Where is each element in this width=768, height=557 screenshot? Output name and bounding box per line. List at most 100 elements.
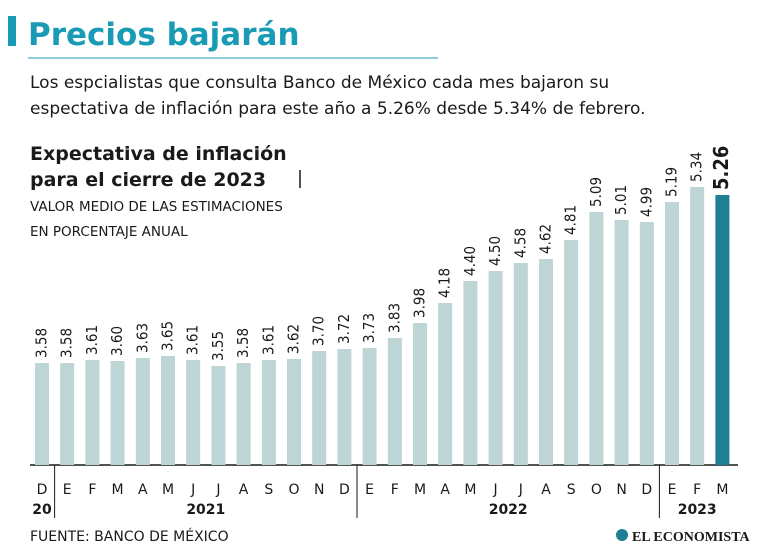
value-label: 3.73 <box>360 313 378 343</box>
x-tick-label: D <box>641 482 652 498</box>
x-tick-label: J <box>190 482 195 498</box>
value-label: 5.01 <box>612 185 630 215</box>
bar <box>60 363 75 465</box>
x-tick-label: O <box>288 482 299 498</box>
x-tick-label: A <box>138 482 148 498</box>
bar <box>463 281 478 465</box>
value-label: 3.72 <box>335 314 353 344</box>
bar <box>665 202 679 465</box>
value-label: 5.34 <box>688 152 706 182</box>
chart-title: para el cierre de 2023 <box>30 169 266 191</box>
x-tick-label: A <box>541 482 551 498</box>
value-label: 3.61 <box>184 325 202 355</box>
x-tick-label: F <box>391 482 399 498</box>
value-label: 3.98 <box>411 288 429 318</box>
value-label: 5.26 <box>709 146 733 190</box>
bar <box>161 356 175 465</box>
logo-icon <box>616 529 628 541</box>
bar <box>488 271 503 465</box>
x-tick-label: N <box>616 482 626 498</box>
year-label: 2023 <box>678 502 717 518</box>
x-tick-label: M <box>716 482 728 498</box>
bar <box>387 338 402 465</box>
description: espectativa de inflación para este año a… <box>30 99 646 119</box>
brand: EL ECONOMISTA <box>632 530 750 545</box>
bar <box>690 187 705 465</box>
bar <box>110 361 125 465</box>
value-label: 3.62 <box>285 324 303 354</box>
value-label: 3.65 <box>159 321 177 351</box>
value-label: 3.58 <box>58 328 76 358</box>
value-label: 3.70 <box>310 316 328 346</box>
bar <box>337 349 352 465</box>
value-label: 4.50 <box>486 236 504 266</box>
bar <box>186 360 201 465</box>
bar <box>614 220 629 465</box>
bar <box>236 363 251 465</box>
value-label: 3.61 <box>259 325 277 355</box>
x-tick-label: A <box>440 482 450 498</box>
bar <box>85 360 100 465</box>
x-tick-label: D <box>339 482 350 498</box>
chart-subtitle: VALOR MEDIO DE LAS ESTIMACIONES <box>30 199 283 215</box>
x-tick-label: F <box>693 482 701 498</box>
value-label: 3.63 <box>133 323 151 353</box>
chart-subtitle: EN PORCENTAJE ANUAL <box>30 224 188 240</box>
bar <box>513 263 528 465</box>
bar <box>261 360 276 465</box>
x-tick-label: M <box>112 482 124 498</box>
bar <box>287 359 301 465</box>
value-label: 4.18 <box>436 268 454 298</box>
year-label: 20 <box>32 502 52 518</box>
value-label: 4.40 <box>461 246 479 276</box>
value-label: 3.60 <box>108 326 126 356</box>
x-tick-label: A <box>239 482 249 498</box>
value-label: 4.99 <box>637 187 655 217</box>
chart-title: Expectativa de inflación <box>30 143 287 165</box>
bar <box>564 240 579 465</box>
bar <box>715 195 730 465</box>
x-tick-label: N <box>314 482 324 498</box>
x-tick-label: S <box>264 482 273 498</box>
x-tick-label: S <box>567 482 576 498</box>
bar <box>312 351 327 465</box>
source: FUENTE: BANCO DE MÉXICO <box>30 528 229 545</box>
bar <box>135 358 150 465</box>
bar <box>413 323 427 465</box>
x-tick-label: E <box>63 482 72 498</box>
x-tick-label: E <box>668 482 677 498</box>
value-label: 5.09 <box>587 177 605 207</box>
x-tick-label: M <box>414 482 426 498</box>
value-label: 3.61 <box>83 325 101 355</box>
value-label: 3.55 <box>209 331 227 361</box>
bar <box>539 259 553 465</box>
bar <box>589 212 604 465</box>
bar <box>362 348 377 465</box>
value-label: 4.62 <box>537 224 555 254</box>
value-label: 4.81 <box>562 205 580 235</box>
x-tick-label: J <box>518 482 523 498</box>
x-tick-label: O <box>591 482 602 498</box>
value-label: 4.58 <box>511 228 529 258</box>
description: Los espcialistas que consulta Banco de M… <box>30 73 609 93</box>
title-marker <box>8 16 16 46</box>
year-label: 2021 <box>186 502 225 518</box>
x-tick-label: D <box>37 482 48 498</box>
value-label: 3.83 <box>385 303 403 333</box>
value-label: 3.58 <box>234 328 252 358</box>
value-label: 3.58 <box>33 328 51 358</box>
x-tick-label: F <box>88 482 96 498</box>
year-label: 2022 <box>489 502 528 518</box>
x-tick-label: E <box>365 482 374 498</box>
x-tick-label: J <box>493 482 498 498</box>
x-tick-label: M <box>464 482 476 498</box>
x-tick-label: J <box>215 482 220 498</box>
bar <box>35 363 49 465</box>
bar <box>211 366 226 465</box>
bar <box>639 222 654 465</box>
value-label: 5.19 <box>663 167 681 197</box>
title: Precios bajarán <box>28 17 300 53</box>
bar <box>438 303 453 465</box>
x-tick-label: M <box>162 482 174 498</box>
